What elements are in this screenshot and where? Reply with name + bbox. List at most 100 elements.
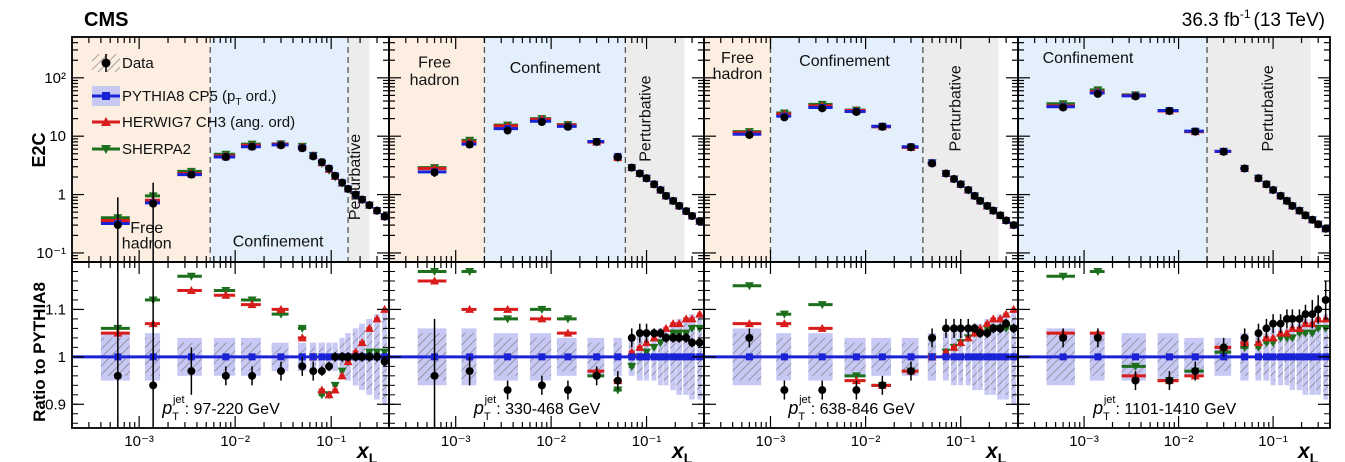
data-ratio-point <box>1295 314 1304 323</box>
data-point <box>563 122 572 131</box>
pythia-ratio-marker <box>989 353 997 361</box>
pythia-ratio-marker <box>976 353 984 361</box>
pythia-ratio-marker <box>1059 353 1067 361</box>
herwig-ratio-marker <box>503 304 513 313</box>
data-point <box>635 169 644 178</box>
sherpa-ratio-marker <box>649 343 659 352</box>
data-point <box>695 217 704 226</box>
pythia-ratio-marker <box>1283 353 1291 361</box>
y-tick-label: 1 <box>58 187 66 204</box>
pythia-ratio-marker <box>878 353 886 361</box>
region-free <box>704 37 771 262</box>
data-ratio-point <box>1288 314 1297 323</box>
pythia-ratio-marker <box>662 353 670 361</box>
pythia-ratio-marker <box>309 353 317 361</box>
herwig-ratio-marker <box>1001 309 1011 318</box>
sherpa-ratio-marker <box>563 315 573 324</box>
data-ratio-point <box>1308 310 1317 319</box>
pt-symbol: p <box>473 398 484 418</box>
region-pert <box>922 37 999 262</box>
pythia-ratio-marker <box>593 353 601 361</box>
x-axis-sub: L <box>684 450 693 462</box>
y-axis-label-top: E2C <box>29 132 49 167</box>
sherpa-ratio-marker <box>779 310 789 319</box>
data-ratio-point <box>950 324 959 333</box>
data-point <box>650 180 659 189</box>
panel-4: Confinement Perturbative pTjet: 1101-1410 … <box>1018 37 1331 423</box>
data-point <box>373 206 382 215</box>
data-point <box>745 130 754 139</box>
data-ratio-point <box>635 329 644 338</box>
pythia-ratio-marker <box>818 353 826 361</box>
data-point <box>1276 191 1285 200</box>
region-label: Confinement <box>233 233 324 250</box>
data-ratio-point <box>941 324 950 333</box>
region-label: Confinement <box>1043 50 1134 67</box>
data-ratio-point <box>358 352 367 361</box>
pythia-ratio-marker <box>1301 353 1309 361</box>
data-point <box>983 201 992 210</box>
data-point <box>964 185 973 194</box>
data-ratio-point <box>928 333 937 342</box>
pythia-ratio-marker <box>682 353 690 361</box>
region-label: hadron <box>713 66 763 83</box>
pythia-ratio-marker <box>1165 353 1173 361</box>
pythia-ratio-marker <box>1269 353 1277 361</box>
luminosity-label: 36.3 fb-1 (13 TeV) <box>1182 7 1325 31</box>
data-point <box>928 159 937 168</box>
data-ratio-point <box>1093 333 1102 342</box>
data-point <box>276 141 285 150</box>
pythia-ratio-marker <box>1191 353 1199 361</box>
data-point <box>1240 164 1249 173</box>
pythia-ratio-marker <box>1262 353 1270 361</box>
data-point <box>1288 201 1297 210</box>
pt-symbol: p <box>787 398 798 418</box>
herwig-ratio-marker <box>563 328 573 337</box>
data-ratio-point <box>331 352 340 361</box>
data-ratio-point <box>1269 319 1278 328</box>
data-ratio-point <box>309 367 318 376</box>
herwig-ratio-marker <box>324 390 334 399</box>
data-point <box>1262 180 1271 189</box>
region-conf <box>770 37 923 262</box>
data-ratio-point <box>656 329 665 338</box>
lumi-value: 36.3 fb <box>1182 10 1240 31</box>
pythia-ratio-marker <box>1241 353 1249 361</box>
data-ratio-point <box>1131 376 1140 385</box>
herwig-ratio-marker <box>1282 328 1292 337</box>
data-point <box>1219 147 1228 156</box>
data-ratio-point <box>1282 314 1291 323</box>
legend-label: HERWIG7 CH3 (ang. ord) <box>122 114 295 131</box>
sherpa-ratio-marker <box>687 324 697 333</box>
pythia-ratio-marker <box>942 353 950 361</box>
herwig-ratio-marker <box>337 371 347 380</box>
pythia-ratio-marker <box>996 353 1004 361</box>
x-tick-label: 10⁻¹ <box>316 433 346 450</box>
herwig-ratio-marker <box>247 300 257 309</box>
data-point <box>317 158 326 167</box>
data-point <box>656 185 665 194</box>
herwig-ratio-marker <box>674 319 684 328</box>
data-ratio-point <box>878 381 887 390</box>
data-ratio-point <box>298 362 307 371</box>
pt-sup: jet <box>172 394 185 406</box>
region-label: Confinement <box>799 53 890 70</box>
data-point <box>675 201 684 210</box>
pt-sub: T <box>484 411 491 423</box>
sherpa-ratio-marker <box>613 386 623 395</box>
data-point <box>1314 220 1323 229</box>
pythia-ratio-marker <box>1277 353 1285 361</box>
data-point <box>1131 92 1140 101</box>
x-axis-var: x <box>985 440 999 462</box>
pythia-ratio-marker <box>636 353 644 361</box>
data-ratio-point <box>351 352 360 361</box>
x-tick-label: 10⁻³ <box>441 433 471 450</box>
pythia-ratio-marker <box>656 353 664 361</box>
x-axis-var: x <box>1297 440 1311 462</box>
sherpa-ratio-marker <box>642 348 652 357</box>
y-axis-label-bottom: Ratio to PYTHIA8 <box>30 282 49 422</box>
data-point <box>1093 89 1102 98</box>
data-point <box>325 164 334 173</box>
